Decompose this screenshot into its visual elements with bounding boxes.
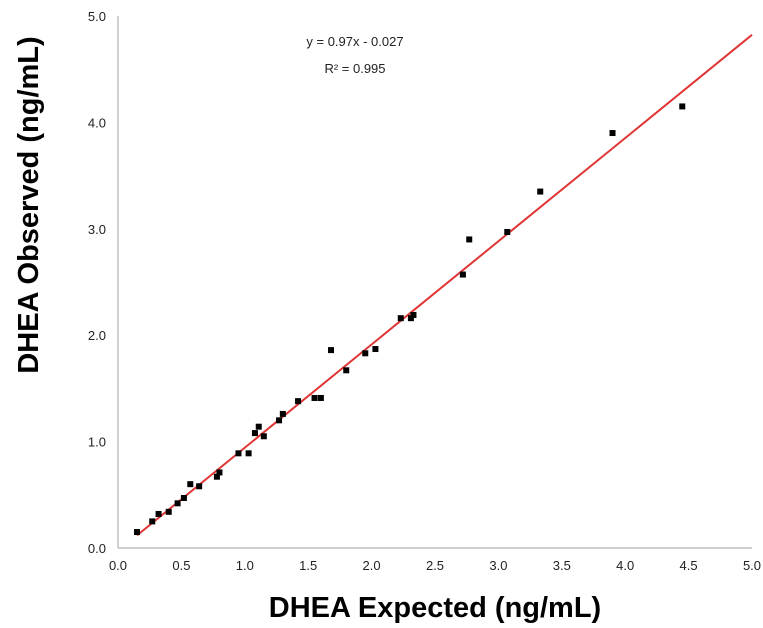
data-point xyxy=(397,315,404,322)
data-point xyxy=(134,529,141,536)
data-point xyxy=(235,450,242,457)
data-point xyxy=(459,271,466,278)
x-tick-label: 2.5 xyxy=(426,558,444,573)
data-point xyxy=(537,188,544,195)
x-tick-label: 0.5 xyxy=(172,558,190,573)
data-point xyxy=(251,430,258,437)
data-point xyxy=(180,494,187,501)
data-point xyxy=(260,433,267,440)
data-point xyxy=(155,510,162,517)
data-point xyxy=(245,450,252,457)
x-tick-label: 3.0 xyxy=(489,558,507,573)
data-point xyxy=(276,417,283,424)
x-tick-label: 5.0 xyxy=(743,558,761,573)
x-axis-label: DHEA Expected (ng/mL) xyxy=(269,592,601,624)
data-point xyxy=(196,483,203,490)
data-point xyxy=(410,311,417,318)
x-tick-label: 4.0 xyxy=(616,558,634,573)
x-tick-label: 1.0 xyxy=(236,558,254,573)
x-tick-label: 1.5 xyxy=(299,558,317,573)
y-tick-label: 3.0 xyxy=(88,222,106,237)
data-points xyxy=(134,103,686,536)
y-axis-label: DHEA Observed (ng/mL) xyxy=(13,36,45,373)
data-point xyxy=(317,394,324,401)
data-point xyxy=(213,473,220,480)
y-tick-label: 5.0 xyxy=(88,9,106,24)
x-tick-label: 2.0 xyxy=(363,558,381,573)
data-point xyxy=(174,500,181,507)
trendline-line xyxy=(136,34,753,537)
tick-labels: 0.0 0.5 1.0 1.5 2.0 2.5 3.0 3.5 4.0 4.5 5.0 0.0 1.0 2… xyxy=(88,9,761,573)
y-tick-label: 0.0 xyxy=(88,541,106,556)
data-point xyxy=(504,228,511,235)
data-point xyxy=(279,410,286,417)
data-point xyxy=(362,350,369,357)
trendline-equation: y = 0.97x - 0.027 xyxy=(306,34,403,49)
y-tick-label: 2.0 xyxy=(88,328,106,343)
x-tick-label: 3.5 xyxy=(553,558,571,573)
data-point xyxy=(343,367,350,374)
data-point xyxy=(295,398,302,405)
data-point xyxy=(328,347,335,354)
data-point xyxy=(372,346,379,353)
data-point xyxy=(255,423,262,430)
x-tick-label: 4.5 xyxy=(680,558,698,573)
data-point xyxy=(165,508,172,515)
data-point xyxy=(466,236,473,243)
data-point xyxy=(609,130,616,137)
data-point xyxy=(311,394,318,401)
r-squared-label: R² = 0.995 xyxy=(324,61,385,76)
data-point xyxy=(216,469,223,476)
y-tick-label: 4.0 xyxy=(88,115,106,130)
trendline xyxy=(136,34,753,537)
data-point xyxy=(679,103,686,110)
data-point xyxy=(187,481,194,488)
data-point xyxy=(407,315,414,322)
y-tick-label: 1.0 xyxy=(88,435,106,450)
axes xyxy=(117,16,752,549)
data-point xyxy=(149,518,156,525)
x-tick-label: 0.0 xyxy=(109,558,127,573)
